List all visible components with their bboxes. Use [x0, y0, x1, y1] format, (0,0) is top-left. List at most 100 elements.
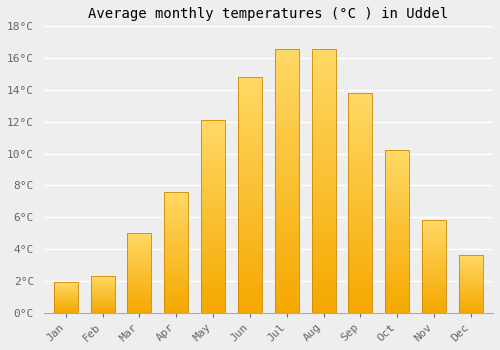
Bar — [90, 289, 114, 290]
Bar — [312, 91, 336, 96]
Bar — [275, 181, 299, 186]
Bar — [201, 216, 225, 220]
Bar — [128, 263, 152, 265]
Bar — [422, 226, 446, 228]
Bar — [312, 281, 336, 286]
Bar — [201, 197, 225, 201]
Bar — [348, 229, 372, 233]
Bar — [275, 239, 299, 244]
Bar — [312, 260, 336, 265]
Bar — [459, 304, 483, 306]
Bar — [90, 285, 114, 286]
Bar — [164, 243, 188, 245]
Bar — [459, 265, 483, 266]
Bar — [312, 64, 336, 70]
Bar — [201, 239, 225, 243]
Bar — [54, 290, 78, 291]
Bar — [386, 258, 409, 261]
Bar — [201, 186, 225, 189]
Bar — [312, 175, 336, 181]
Bar — [90, 299, 114, 300]
Bar — [238, 303, 262, 308]
Bar — [201, 274, 225, 278]
Bar — [312, 302, 336, 307]
Bar — [238, 91, 262, 96]
Bar — [348, 181, 372, 185]
Bar — [386, 183, 409, 186]
Bar — [128, 265, 152, 266]
Bar — [238, 214, 262, 218]
Bar — [275, 149, 299, 154]
Bar — [422, 235, 446, 237]
Bar — [164, 272, 188, 274]
Bar — [459, 289, 483, 290]
Bar — [164, 252, 188, 254]
Bar — [275, 75, 299, 80]
Bar — [128, 233, 152, 235]
Bar — [348, 225, 372, 229]
Bar — [164, 211, 188, 213]
Bar — [422, 305, 446, 307]
Bar — [422, 290, 446, 292]
Bar — [164, 262, 188, 264]
Bar — [128, 309, 152, 311]
Bar — [164, 308, 188, 310]
Bar — [312, 138, 336, 143]
Bar — [201, 293, 225, 297]
Bar — [386, 251, 409, 254]
Bar — [386, 225, 409, 228]
Bar — [128, 254, 152, 256]
Bar — [164, 201, 188, 204]
Bar — [275, 271, 299, 276]
Bar — [459, 283, 483, 284]
Bar — [238, 115, 262, 120]
Bar — [386, 154, 409, 157]
Bar — [128, 236, 152, 238]
Bar — [275, 281, 299, 286]
Bar — [54, 308, 78, 309]
Bar — [275, 249, 299, 254]
Bar — [459, 268, 483, 269]
Bar — [238, 101, 262, 105]
Bar — [275, 292, 299, 297]
Bar — [201, 259, 225, 262]
Bar — [422, 243, 446, 244]
Bar — [128, 301, 152, 303]
Bar — [54, 302, 78, 303]
Bar — [90, 290, 114, 291]
Bar — [386, 189, 409, 193]
Bar — [275, 112, 299, 117]
Bar — [348, 133, 372, 137]
Bar — [90, 276, 114, 277]
Bar — [348, 111, 372, 115]
Bar — [422, 292, 446, 294]
Bar — [54, 293, 78, 294]
Bar — [128, 287, 152, 289]
Bar — [238, 77, 262, 313]
Bar — [54, 301, 78, 302]
Bar — [164, 301, 188, 303]
Bar — [422, 239, 446, 241]
Bar — [201, 120, 225, 124]
Bar — [90, 306, 114, 307]
Bar — [128, 266, 152, 268]
Bar — [238, 275, 262, 280]
Bar — [238, 237, 262, 242]
Bar — [128, 262, 152, 263]
Bar — [201, 305, 225, 309]
Bar — [90, 305, 114, 306]
Bar — [386, 215, 409, 218]
Bar — [312, 59, 336, 64]
Bar — [422, 228, 446, 230]
Bar — [128, 306, 152, 308]
Bar — [348, 278, 372, 282]
Bar — [386, 199, 409, 202]
Bar — [459, 303, 483, 304]
Bar — [201, 159, 225, 162]
Bar — [201, 147, 225, 151]
Bar — [128, 233, 152, 313]
Bar — [238, 247, 262, 251]
Bar — [312, 233, 336, 239]
Bar — [238, 138, 262, 143]
Bar — [275, 260, 299, 265]
